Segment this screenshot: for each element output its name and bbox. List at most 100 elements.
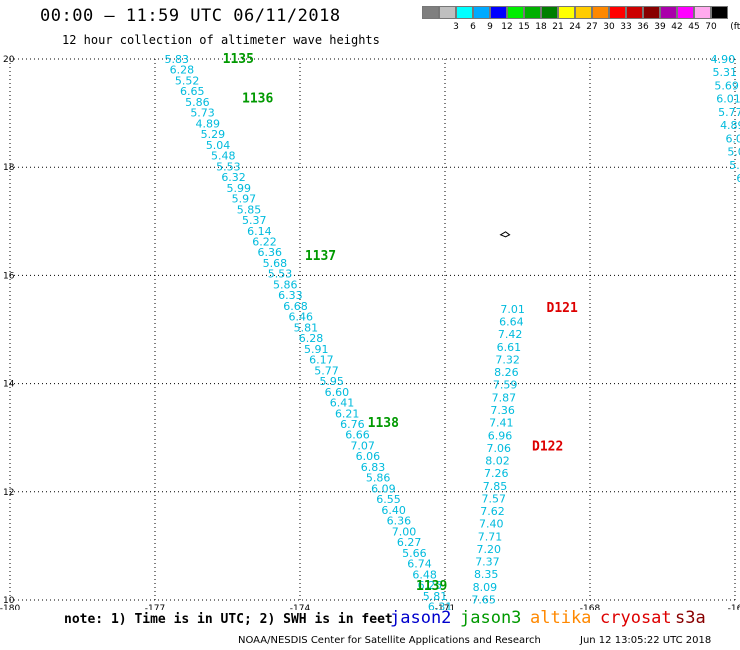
chart-subtitle: 12 hour collection of altimeter wave hei… [62,33,380,47]
y-tick-label: 12 [3,488,14,498]
wave-height-value: 6.22 [252,235,277,248]
legend-label: 70 [705,22,717,32]
wave-height-value: 7.37 [475,556,500,569]
wave-height-value: 7.07 [350,439,375,452]
wave-height-value: 6.0 [725,132,740,145]
wave-height-value: 5.81 [294,321,319,334]
wave-height-value: 7.32 [495,353,520,366]
legend-label: 21 [552,22,564,32]
pass-number-label: D121 [547,301,578,316]
legend-label: 39 [654,22,666,32]
legend-swatch [439,6,456,19]
note-text: note: 1) Time is in UTC; 2) SWH is in fe… [64,612,393,627]
y-tick-label: 10 [3,596,15,606]
wave-height-value: 5.37 [242,214,267,227]
wave-height-value: 6.55 [376,493,401,506]
pass-number-label: 1136 [242,91,273,106]
wave-height-value: 5.66 [402,547,427,560]
chart-title: 00:00 – 11:59 UTC 06/11/2018 [40,6,341,26]
wave-height-value: 5.6 [729,159,740,172]
legend-label: 33 [620,22,632,32]
legend-label: 27 [586,22,598,32]
wave-height-value: 7.62 [480,505,505,518]
wave-height-value: 5.29 [201,128,226,141]
wave-height-value: 6.61 [497,341,522,354]
wave-height-value: 8.02 [485,455,510,468]
legend-swatch [643,6,660,19]
wave-height-value: 6.31 [428,600,453,610]
wave-height-value: 5.77 [314,364,339,377]
wave-height-value: 6.68 [283,300,308,313]
legend-label: 36 [637,22,649,32]
x-tick-label: -171 [435,604,455,610]
wave-height-value: 6.60 [325,386,350,399]
wave-height-value: 6.28 [170,64,195,77]
wave-height-value: 5.99 [226,182,251,195]
legend-swatch [422,6,439,19]
wave-height-value: 7.26 [484,467,509,480]
wave-height-value: 6.66 [345,429,370,442]
wave-height-value: 5.31 [713,66,738,79]
wave-height-value: 7.71 [478,530,503,543]
credit-text: NOAA/NESDIS Center for Satellite Applica… [238,635,541,646]
wave-height-value: 7.85 [483,480,508,493]
x-tick-label: -180 [0,604,20,610]
pass-number-label: 1137 [305,249,336,264]
wave-height-value: 6.36 [387,515,412,528]
wave-height-value: 6.27 [397,536,422,549]
legend-label: 3 [453,22,459,32]
x-tick-label: -16 [728,604,740,610]
pass-number-label: D122 [532,439,563,454]
wave-height-value: 5.95 [319,375,344,388]
wave-height-value: 6 [736,172,740,185]
wave-height-value: 8.35 [474,568,499,581]
wave-height-value: 7.41 [489,417,514,430]
wave-height-value: 6.28 [299,332,324,345]
legend-label: 42 [671,22,683,32]
y-tick-label: 16 [3,271,15,281]
legend-swatch [456,6,473,19]
wave-height-value: 6.09 [371,482,396,495]
wave-height-value: 6.48 [412,568,437,581]
x-tick-label: -174 [290,604,311,610]
wave-height-value: 6.14 [247,225,272,238]
wave-height-value: 5.53 [268,268,293,281]
legend-label: 6 [470,22,476,32]
wave-height-value: 5.83 [165,53,190,66]
legend-unit: (ft) [730,22,740,32]
wave-height-value: 7.57 [482,492,507,505]
legend-label: 30 [603,22,615,32]
legend-altika: altika [530,608,592,628]
wave-height-value: 7.59 [493,379,518,392]
legend-cryosat: cryosat [600,608,672,628]
legend-swatch [541,6,558,19]
wave-height-value: 5.53 [216,160,241,173]
wave-height-value: 5.97 [232,193,257,206]
wave-height-value: 6.17 [309,354,334,367]
x-tick-label: -168 [580,604,601,610]
y-tick-label: 18 [3,163,15,173]
wave-height-value: 5.69 [714,79,739,92]
wave-height-value: 6.65 [180,85,205,98]
legend-label: 12 [501,22,513,32]
wave-height-value: 6.25 [418,579,443,592]
wave-height-value: 6.06 [356,450,381,463]
wave-height-value: 5.91 [304,343,329,356]
x-tick-label: -177 [145,604,165,610]
legend-label: 45 [688,22,700,32]
wave-height-value: 6.32 [221,171,246,184]
pass-number-label: 1139 [416,579,447,594]
wave-height-value: 6.01 [716,93,740,106]
wave-height-value: 7.65 [471,593,496,606]
legend-label: 9 [487,22,493,32]
wave-height-value: 7.06 [487,442,512,455]
wave-height-value: 6.83 [361,461,386,474]
wave-height-value: 6.46 [288,311,313,324]
wave-height-value: 6.76 [340,418,365,431]
legend-label: 24 [569,22,581,32]
wave-height-value: 5.77 [718,106,740,119]
wave-height-value: 5.0 [727,146,740,159]
wave-height-value: 6.40 [381,504,406,517]
y-tick-label: 14 [3,380,15,390]
wave-height-value: 7.00 [392,525,417,538]
